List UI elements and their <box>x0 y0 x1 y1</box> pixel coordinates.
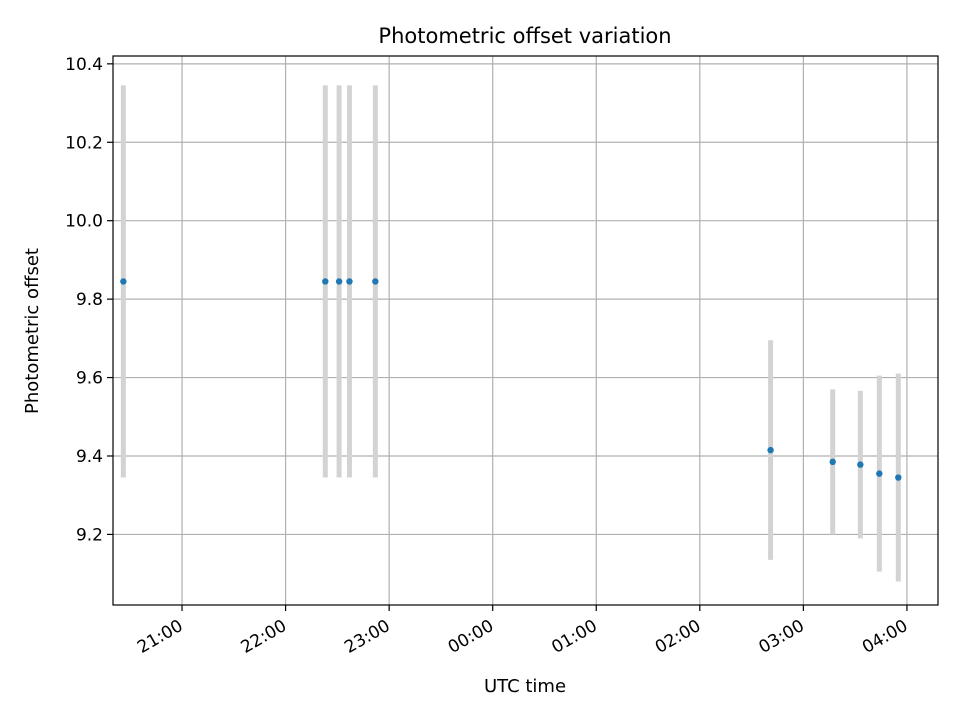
y-tick-label: 9.2 <box>76 525 103 545</box>
plot-frame <box>112 55 939 606</box>
y-tick-label: 9.8 <box>76 290 103 310</box>
y-tick-label: 10.0 <box>65 212 103 232</box>
y-axis-title: Photometric offset <box>22 248 43 414</box>
y-tick-label: 9.6 <box>76 369 103 389</box>
chart-title: Photometric offset variation <box>378 24 671 48</box>
data-point <box>857 461 864 468</box>
y-tick-label: 10.4 <box>65 55 103 75</box>
x-axis-title: UTC time <box>484 676 566 697</box>
data-point <box>322 278 329 285</box>
grid <box>113 56 938 605</box>
data-point <box>895 474 902 481</box>
data-point <box>372 278 379 285</box>
data-point <box>120 278 127 285</box>
data-point <box>346 278 353 285</box>
y-tick-label: 9.4 <box>76 447 103 467</box>
data-point <box>767 446 774 454</box>
data-point <box>829 458 836 466</box>
y-axis-ticks: 9.2 9.4 9.6 9.8 10.0 10.2 10.4 <box>65 55 113 545</box>
y-tick-label: 10.2 <box>65 133 103 153</box>
data-points <box>120 278 902 481</box>
data-point <box>335 278 343 285</box>
data-point <box>876 470 883 477</box>
